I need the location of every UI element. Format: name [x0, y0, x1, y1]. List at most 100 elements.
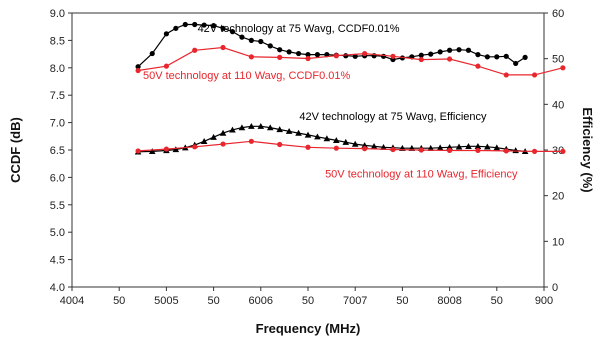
y-left-tick-label: 5.5 [50, 200, 65, 212]
data-point [333, 137, 340, 144]
x-ticks: 4004 50 5005 50 6006 50 7007 50 8008 50 900 [60, 287, 553, 307]
data-point [135, 67, 141, 74]
y-left-tick-label: 5.0 [50, 227, 65, 239]
data-point [286, 49, 292, 55]
data-point [285, 127, 293, 134]
data-point [456, 47, 462, 53]
data-point [428, 51, 434, 57]
data-point [220, 25, 226, 31]
data-point [248, 54, 254, 60]
data-point [163, 63, 169, 69]
data-point [210, 133, 217, 140]
data-point [455, 143, 463, 150]
data-point [531, 148, 538, 154]
data-point [418, 56, 424, 63]
data-point [276, 126, 283, 133]
data-point [192, 47, 198, 53]
data-point [342, 138, 350, 145]
series-annotation: 50V technology at 110 Wavg, Efficiency [325, 168, 518, 180]
data-point [201, 22, 207, 28]
data-point [239, 34, 245, 40]
x-tick-label: 8008 [437, 295, 461, 307]
y-right-tick-label: 40 [552, 99, 564, 111]
data-point [267, 43, 273, 49]
x-tick-label: 50 [207, 295, 219, 307]
data-point [163, 146, 169, 152]
data-point [503, 72, 509, 78]
data-point [248, 122, 255, 129]
data-point [295, 50, 302, 57]
data-point [182, 21, 188, 28]
y-right-axis-title: Efficiency (%) [580, 107, 595, 192]
data-point [446, 143, 453, 150]
data-point [277, 54, 283, 60]
data-point [351, 140, 359, 147]
data-point [148, 148, 156, 155]
y-left-tick-label: 8.5 [50, 35, 65, 47]
data-point [447, 147, 453, 154]
data-point [465, 143, 472, 149]
series-annotation: 50V technology at 110 Wavg, CCDF0.01% [143, 70, 350, 82]
data-point [418, 52, 424, 58]
y-right-tick-label: 60 [552, 8, 564, 20]
data-point [192, 21, 198, 28]
x-tick-label: 7007 [343, 295, 367, 307]
y-right-tick-label: 50 [552, 54, 564, 66]
data-point [257, 122, 265, 129]
series-line-2 [138, 46, 564, 76]
data-point [200, 138, 208, 144]
data-point [380, 143, 387, 150]
y-right-tick-label: 10 [552, 236, 564, 248]
data-point [238, 124, 246, 131]
y-left-ticks: 4.0 4.5 5.0 5.5 6.0 6.5 7.0 7.5 8.0 8.5 9.0 [50, 8, 72, 294]
data-point [503, 53, 509, 59]
x-tick-label: 50 [113, 295, 125, 307]
y-right-tick-label: 20 [552, 191, 564, 203]
data-point [304, 131, 312, 138]
data-point [323, 135, 331, 142]
data-point [522, 54, 528, 60]
data-point [229, 126, 236, 133]
data-point [418, 147, 424, 153]
data-point [390, 53, 396, 59]
x-tick-label: 4004 [60, 295, 84, 307]
data-point [427, 144, 435, 151]
y-left-tick-label: 8.0 [50, 63, 65, 75]
data-point [484, 54, 490, 60]
x-tick-label: 5005 [154, 295, 178, 307]
data-point [314, 133, 321, 140]
y-left-tick-label: 4.5 [50, 255, 65, 267]
data-point [277, 141, 283, 148]
data-point [484, 143, 491, 150]
data-point [266, 124, 274, 131]
data-point [258, 38, 264, 45]
data-point [305, 55, 311, 62]
data-point [219, 129, 227, 136]
data-point [361, 142, 368, 149]
data-point [220, 44, 226, 51]
series-layer [134, 21, 566, 155]
annotations: 42V technology at 75 Wavg, CCDF0.01% 50V … [143, 23, 518, 180]
data-point [474, 143, 482, 149]
data-point [513, 60, 519, 67]
data-point [494, 54, 500, 60]
data-point [333, 53, 339, 59]
x-tick-label: 50 [302, 295, 314, 307]
data-point [229, 29, 236, 35]
data-point [135, 148, 141, 154]
y-left-tick-label: 6.0 [50, 172, 65, 184]
data-point [192, 144, 198, 150]
data-point [447, 56, 453, 62]
data-point [173, 25, 179, 31]
data-point [437, 49, 443, 55]
y-right-tick-label: 0 [552, 282, 558, 294]
data-point [172, 146, 180, 153]
x-tick-label: 6006 [249, 295, 273, 307]
x-tick-label: 50 [396, 295, 408, 307]
data-point [465, 47, 472, 53]
series-line-4 [138, 140, 563, 152]
data-point [560, 65, 566, 71]
data-point [295, 129, 302, 136]
